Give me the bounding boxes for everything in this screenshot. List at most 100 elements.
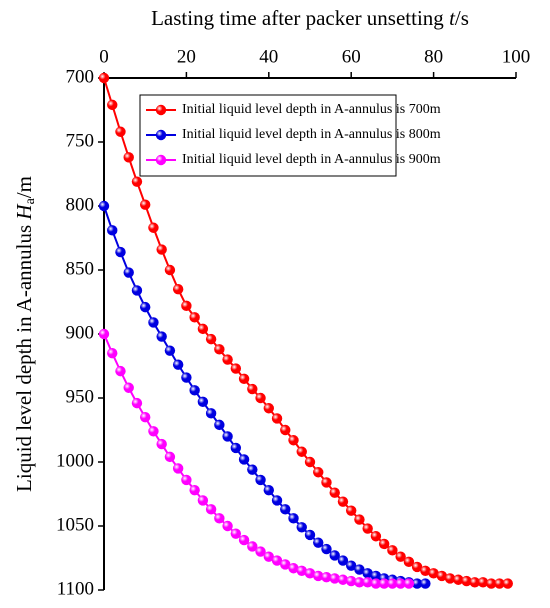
y-tick-label: 950 <box>66 386 95 407</box>
data-point <box>403 556 415 568</box>
data-point <box>453 574 464 585</box>
data-point <box>214 513 225 524</box>
data-point <box>148 317 159 328</box>
data-point <box>247 383 258 395</box>
data-point <box>148 426 159 437</box>
data-point <box>362 523 373 534</box>
data-point <box>164 345 176 356</box>
data-point <box>230 442 242 454</box>
x-tick-label: 100 <box>502 46 531 67</box>
data-point <box>123 152 134 163</box>
data-point <box>387 578 398 589</box>
y-tick-label: 900 <box>66 322 95 343</box>
y-tick-label: 850 <box>66 258 95 279</box>
data-point <box>370 570 382 582</box>
data-point <box>337 574 349 585</box>
data-point <box>420 578 431 589</box>
data-point <box>230 528 242 539</box>
data-point <box>156 438 167 450</box>
data-point <box>247 541 258 552</box>
data-point <box>280 504 291 515</box>
data-point <box>189 484 200 496</box>
data-point <box>296 565 307 576</box>
data-point <box>238 534 250 546</box>
data-point <box>164 264 176 276</box>
data-point <box>238 454 250 465</box>
data-point <box>205 408 217 419</box>
data-point <box>271 495 283 506</box>
data-point <box>107 99 118 111</box>
data-point <box>197 396 209 408</box>
data-point <box>321 477 332 488</box>
data-point <box>280 559 291 570</box>
data-point <box>205 504 217 515</box>
data-point <box>329 487 340 498</box>
data-point <box>181 474 192 486</box>
x-tick-label: 80 <box>424 46 443 67</box>
data-point <box>288 563 299 574</box>
data-point <box>156 244 167 255</box>
data-point <box>131 176 143 187</box>
data-point <box>321 572 332 583</box>
data-point <box>255 474 266 486</box>
data-point <box>140 199 151 210</box>
y-axis-label: Liquid level depth in A-annulus Ha/m <box>12 176 38 492</box>
data-point <box>354 564 365 575</box>
data-point <box>420 565 431 576</box>
data-point <box>304 568 316 579</box>
data-point <box>164 451 176 463</box>
data-point <box>197 495 209 506</box>
x-tick-label: 40 <box>259 46 278 67</box>
data-point <box>222 431 233 442</box>
y-label-sub: a <box>23 197 38 204</box>
legend-marker <box>155 104 167 116</box>
data-point <box>255 392 266 404</box>
y-tick-label: 700 <box>66 66 95 87</box>
data-point <box>378 578 390 589</box>
data-point <box>230 363 242 374</box>
x-label-text: Lasting time after packer unsetting <box>151 6 444 30</box>
data-point <box>197 323 209 335</box>
data-point <box>238 373 250 384</box>
data-point <box>313 537 324 548</box>
y-label-var: H <box>12 203 36 221</box>
data-point <box>271 555 283 566</box>
data-point <box>436 570 448 582</box>
data-point <box>346 505 357 516</box>
y-label-unit: /m <box>12 176 36 198</box>
data-point <box>214 344 225 355</box>
data-point <box>346 560 357 571</box>
data-point <box>140 301 151 313</box>
data-point <box>395 578 406 589</box>
data-point <box>329 573 340 584</box>
data-point <box>378 538 390 550</box>
data-point <box>214 419 225 431</box>
data-point <box>263 484 274 496</box>
data-point <box>288 513 299 524</box>
data-point <box>321 543 332 555</box>
data-point <box>123 382 134 393</box>
data-point <box>461 575 472 587</box>
data-point <box>271 413 283 424</box>
data-point <box>107 225 118 236</box>
legend-box <box>139 94 397 177</box>
data-point <box>172 284 184 295</box>
data-point <box>469 577 480 588</box>
data-point <box>107 348 118 359</box>
data-point <box>115 126 126 137</box>
data-point <box>131 397 143 409</box>
legend-label: Initial liquid level depth in A-annulus … <box>182 127 441 142</box>
legend-marker <box>155 154 167 166</box>
data-point <box>403 578 415 589</box>
legend-label: Initial liquid level depth in A-annulus … <box>182 152 441 167</box>
data-point <box>288 435 299 446</box>
data-point <box>313 570 324 582</box>
data-point <box>411 578 423 589</box>
data-point <box>346 575 357 587</box>
data-point <box>444 573 456 584</box>
data-point <box>172 359 184 370</box>
data-point <box>255 546 266 557</box>
data-point <box>370 578 382 589</box>
data-point <box>296 522 307 533</box>
